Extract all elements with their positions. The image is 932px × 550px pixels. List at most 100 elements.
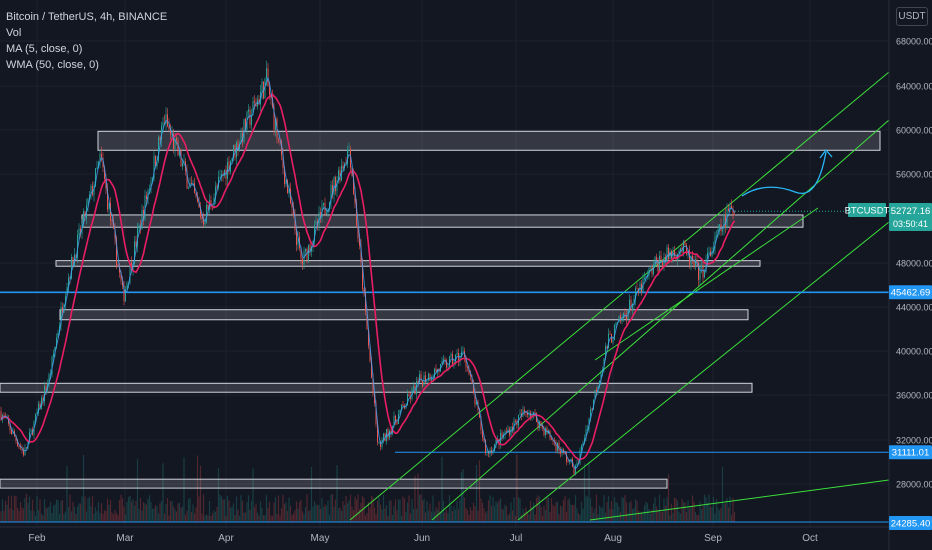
volume-bar [714,513,716,522]
candle-body [555,442,557,451]
candle-body [156,160,158,167]
candle-body [636,288,638,290]
volume-bar [415,508,418,522]
volume-bar [64,511,67,522]
candle-body [698,262,699,280]
trend-line[interactable] [594,207,819,361]
volume-bar [237,509,239,522]
vol-indicator-label[interactable]: Vol [6,27,22,39]
candle-body [563,449,564,452]
currency-button[interactable]: USDT [896,7,928,26]
trend-channel-lines[interactable] [349,71,890,521]
candle-body [66,286,68,297]
candle-body [378,441,380,443]
time-axis-labels[interactable]: Feb Mar Apr May Jun Jul Aug Sep Oct [28,533,818,544]
volume-bar [163,513,166,522]
volume-bar [420,494,422,522]
volume-bar [10,495,13,522]
countdown-badge-text: 03:50:41 [893,219,928,229]
price-zone[interactable] [81,214,804,228]
volume-bar [496,503,499,522]
wma-indicator-label[interactable]: WMA (50, close, 0) [6,59,99,71]
candle-body [233,145,234,159]
volume-bar [693,501,695,522]
volume-bar [87,498,89,522]
price-zone[interactable] [55,260,761,267]
candle-body [621,317,623,322]
candle-body [324,203,326,214]
volume-bar [594,508,596,522]
volume-bars [0,454,736,522]
volume-bar [574,495,577,522]
volume-bar [357,494,359,522]
volume-bar [678,511,680,522]
candle-body [648,268,650,275]
candle-body [305,248,306,252]
price-tick-label: 60000.00 [896,126,932,136]
volume-bar [615,502,617,522]
ma-indicator-label[interactable]: MA (5, close, 0) [6,43,83,55]
volume-bar [561,506,563,522]
price-axis-labels[interactable]: 68000.00 64000.00 60000.00 56000.00 48000.00… [896,37,932,490]
candle-body [168,125,170,129]
candle-body [320,212,321,218]
volume-bar [679,513,682,522]
projection-curve[interactable] [741,151,827,197]
candle-body [197,196,198,202]
volume-bar [124,514,127,522]
candle-body [558,442,560,452]
symbol-title[interactable]: Bitcoin / TetherUS, 4h, BINANCE [6,11,168,23]
candle-body [684,241,686,245]
trend-line[interactable] [349,71,890,521]
candle-body [348,149,350,151]
price-zone[interactable] [97,130,881,151]
price-zone[interactable] [59,309,749,321]
volume-bar [648,508,650,522]
volume-bar [372,497,374,522]
volume-bar [175,511,178,522]
price-badges: BTCUSDT 52727.16 03:50:41 45462.69 31111.01 2… [735,203,932,530]
candle-body [494,444,495,451]
volume-bar [85,511,88,522]
support-resistance-zones[interactable] [0,130,881,489]
candle-body [666,247,668,262]
candle-body [456,352,458,355]
volume-bar [427,510,430,522]
volume-bar [181,506,184,522]
price-zone[interactable] [0,382,753,393]
volume-bar [57,500,59,522]
candle-body [420,374,422,381]
candle-body [537,422,539,429]
volume-bar [733,512,736,522]
candle-body [443,359,444,361]
candle-body [308,244,309,261]
horizontal-lines[interactable] [0,291,889,523]
candle-body [663,257,665,268]
trend-line[interactable] [517,221,890,521]
volume-bar [639,511,641,522]
volume-bar [510,502,512,522]
volume-bar [66,465,68,522]
volume-bar [40,513,43,522]
trend-line[interactable] [431,119,890,521]
trend-line[interactable] [589,479,890,521]
volume-bar [531,507,533,522]
volume-bar [406,502,409,522]
volume-bar [708,494,710,522]
price-zone[interactable] [0,478,668,489]
volume-bar [294,510,296,522]
candle-body [9,423,11,431]
volume-bar [67,507,70,522]
candle-body [668,247,669,260]
volume-bar [4,500,7,522]
volume-bar [670,503,673,522]
projection-arrow[interactable] [741,148,833,197]
candle-body [371,361,372,378]
candle-body [243,119,245,142]
volume-bar [363,497,365,522]
candle-body [656,257,657,261]
candle-body [389,430,390,439]
volume-bar [117,515,119,522]
volume-bar [619,512,622,522]
